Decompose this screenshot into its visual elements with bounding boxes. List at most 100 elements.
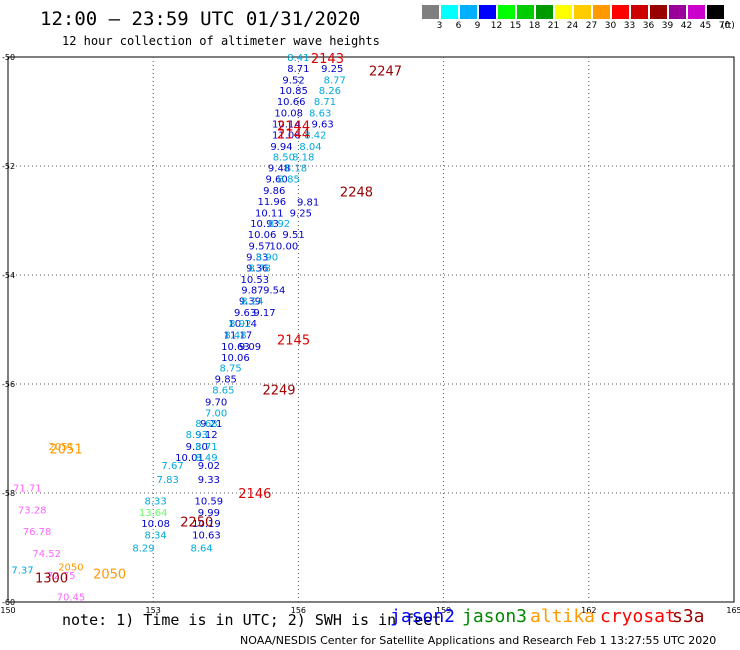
scale-swatch — [555, 5, 572, 19]
wave-height-point: 13.64 — [139, 508, 168, 519]
wave-height-point: 8.24 — [241, 297, 263, 308]
wave-height-point: 10.06 — [248, 230, 277, 241]
scale-swatch — [441, 5, 458, 19]
wave-height-point: 2051 — [49, 442, 74, 453]
wave-height-point: 7.67 — [161, 461, 183, 472]
wave-height-point: 9.09 — [239, 342, 261, 353]
wave-height-point: 8.29 — [132, 544, 154, 555]
scale-swatch — [631, 5, 648, 19]
scale-label: 70 — [718, 21, 731, 31]
wave-height-point: 7.00 — [205, 408, 227, 419]
wave-height-point: 10.00 — [270, 242, 299, 253]
wave-height-point: 8.18 — [292, 153, 314, 164]
wave-height-point: 8.33 — [144, 497, 166, 508]
x-tick-label: 162 — [581, 606, 596, 615]
wave-height-point: 11.06 — [272, 130, 301, 141]
y-tick-label: -52 — [2, 162, 15, 171]
wave-height-point: 2050 — [58, 563, 83, 574]
wave-height-point: 9.02 — [198, 461, 220, 472]
wave-height-point: 9.33 — [246, 252, 268, 263]
scale-label: 21 — [547, 21, 560, 31]
wave-height-point: 9.25 — [290, 208, 312, 219]
wave-height-point: 11.17 — [224, 330, 253, 341]
scale-swatch — [650, 5, 667, 19]
wave-height-point: 8.18 — [285, 164, 307, 175]
wave-height-point: 9.60 — [265, 175, 287, 186]
wave-height-point: 9.63 — [234, 308, 256, 319]
wave-height-point: 9.86 — [263, 186, 285, 197]
wave-height-point: 9.48 — [268, 164, 290, 175]
track-time-label: 2146 — [238, 487, 271, 502]
x-tick-label: 150 — [0, 606, 15, 615]
track-time-label: 2247 — [369, 65, 402, 80]
wave-height-point: 9.25 — [321, 64, 343, 75]
wave-height-point: 9.33 — [198, 475, 220, 486]
track-time-label: 2249 — [262, 383, 295, 398]
scale-swatch — [536, 5, 553, 19]
wave-height-point: 9.81 — [297, 197, 319, 208]
plot-frame — [7, 56, 735, 603]
scale-label: 42 — [680, 21, 693, 31]
wave-height-point: 8.50 — [273, 153, 295, 164]
wave-height-point: 9.54 — [263, 286, 285, 297]
scale-label: 39 — [661, 21, 674, 31]
scale-label: 36 — [642, 21, 655, 31]
wave-height-point: 8.71 — [314, 97, 336, 108]
scale-label: 18 — [528, 21, 541, 31]
scale-label: 6 — [455, 21, 462, 31]
track-time-label: 2144 — [277, 127, 310, 142]
wave-height-point: 9.52 — [282, 75, 304, 86]
wave-height-point: 8.92 — [268, 219, 290, 230]
x-tick-label: 159 — [436, 606, 451, 615]
scale-swatch — [669, 5, 686, 19]
y-tick-label: -56 — [2, 380, 15, 389]
scale-label: 15 — [509, 21, 522, 31]
scale-swatch — [479, 5, 496, 19]
wave-height-point: 72.75 — [47, 571, 76, 582]
wave-height-point: 70.45 — [57, 593, 86, 604]
wave-height-point: 8.85 — [278, 175, 300, 186]
wave-height-point: 8.68 — [195, 419, 217, 430]
scale-unit: (ft) — [721, 21, 735, 31]
wave-height-point: 8.77 — [324, 75, 346, 86]
scale-swatch — [460, 5, 477, 19]
x-tick-label: 165 — [726, 606, 740, 615]
wave-height-point: 9.94 — [270, 142, 292, 153]
wave-height-point: 8.90 — [256, 252, 278, 263]
scale-swatch — [707, 5, 724, 19]
wave-height-point: 8.75 — [220, 364, 242, 375]
chart-subtitle: 12 hour collection of altimeter wave hei… — [62, 34, 380, 48]
scale-label: 24 — [566, 21, 579, 31]
wave-height-point: 9.87 — [241, 286, 263, 297]
x-tick-label: 156 — [291, 606, 306, 615]
x-tick-label: 153 — [146, 606, 161, 615]
wave-height-point: 8.49 — [195, 453, 217, 464]
scale-swatch — [517, 5, 534, 19]
wave-height-point: 9.85 — [215, 375, 237, 386]
wave-height-point: 8.93 — [186, 430, 208, 441]
wave-height-point: 10.08 — [141, 519, 170, 530]
footer-note: note: 1) Time is in UTC; 2) SWH is in fe… — [62, 611, 442, 629]
wave-height-point: 76.78 — [23, 527, 52, 538]
wave-height-point: 9.17 — [253, 308, 275, 319]
scale-label: 12 — [490, 21, 503, 31]
track-time-label: 2248 — [340, 186, 373, 201]
scale-swatch — [498, 5, 515, 19]
page-title: 12:00 — 23:59 UTC 01/31/2020 — [40, 8, 361, 30]
wave-height-point: 10.59 — [195, 497, 224, 508]
wave-height-point: 8.71 — [287, 64, 309, 75]
wave-height-point: 8.92 — [229, 319, 251, 330]
wave-height-point: 71.71 — [13, 484, 42, 495]
wave-height-point: 10.66 — [277, 97, 306, 108]
wave-height-point: 10.53 — [241, 275, 270, 286]
wave-height-point: 10.63 — [192, 530, 221, 541]
scale-swatch — [593, 5, 610, 19]
track-time-label: 2051 — [50, 442, 83, 457]
track-time-label: 2145 — [277, 333, 310, 348]
wave-height-point: 9.39 — [239, 297, 261, 308]
wave-height-point: 9.99 — [198, 508, 220, 519]
satellite-legend-altika: altika — [530, 606, 596, 627]
y-tick-label: -60 — [2, 598, 15, 607]
wave-height-point: 9.21 — [200, 419, 222, 430]
wave-height-point: 9.57 — [249, 242, 271, 253]
